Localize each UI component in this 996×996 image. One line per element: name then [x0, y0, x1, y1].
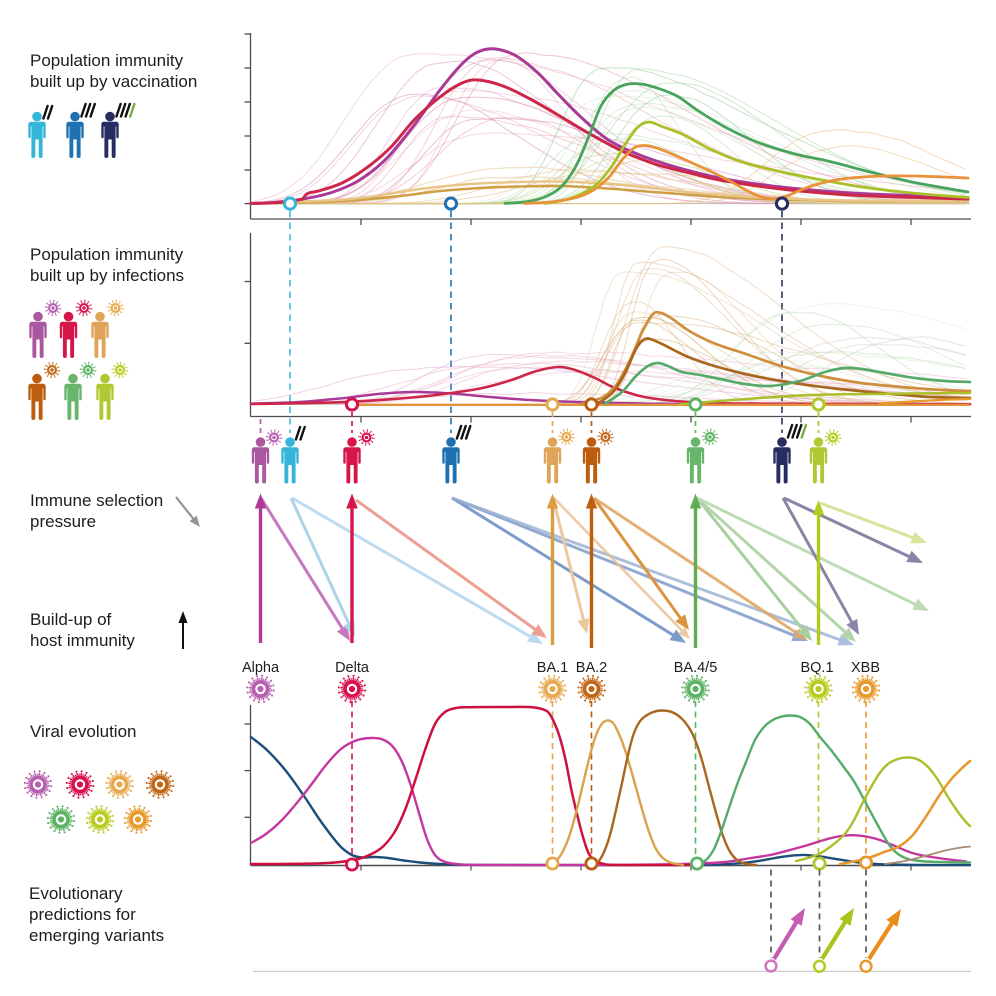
svg-text:BA.2: BA.2	[576, 660, 607, 676]
svg-text:host immunity: host immunity	[30, 631, 135, 650]
svg-text:BQ.1: BQ.1	[800, 660, 833, 676]
svg-text:Immune selection: Immune selection	[30, 491, 163, 510]
svg-text:Viral evolution: Viral evolution	[30, 722, 136, 741]
svg-text:XBB: XBB	[851, 660, 880, 676]
svg-text:Population immunity: Population immunity	[30, 245, 184, 264]
svg-text:predictions for: predictions for	[29, 905, 136, 924]
svg-text:built up by vaccination: built up by vaccination	[30, 72, 197, 91]
svg-text:pressure: pressure	[30, 512, 96, 531]
svg-text:BA.4/5: BA.4/5	[674, 660, 718, 676]
svg-text:Delta: Delta	[335, 660, 370, 676]
svg-text:built up by infections: built up by infections	[30, 266, 184, 285]
svg-text:Build-up of: Build-up of	[30, 610, 112, 629]
svg-text:Alpha: Alpha	[242, 660, 280, 676]
svg-text:Population immunity: Population immunity	[30, 51, 184, 70]
svg-text:Evolutionary: Evolutionary	[29, 884, 123, 903]
svg-text:emerging variants: emerging variants	[29, 926, 164, 945]
svg-text:BA.1: BA.1	[537, 660, 568, 676]
